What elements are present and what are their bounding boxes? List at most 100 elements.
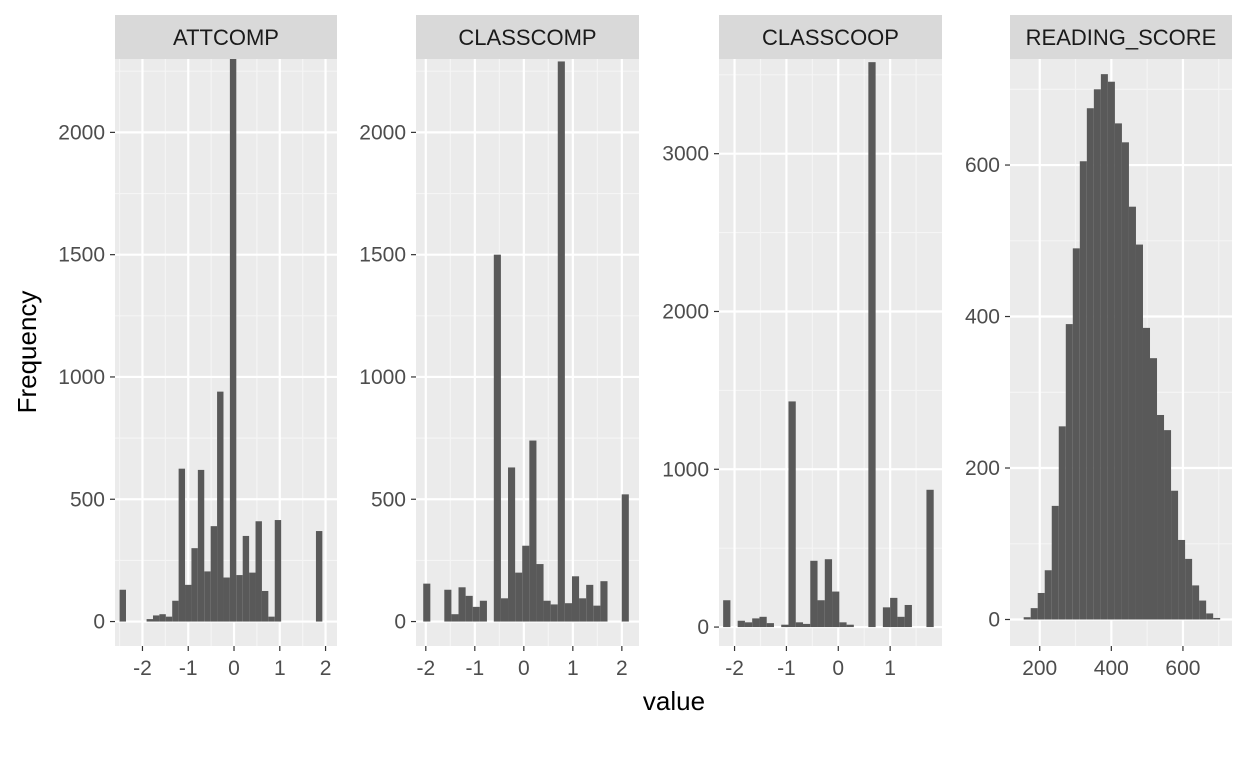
panel-classcoop-bar (839, 622, 847, 628)
panel-classcomp-x-tick-label: 1 (567, 657, 579, 680)
panel-classcomp-bar (458, 587, 466, 622)
panel-reading-score-bar (1051, 505, 1059, 620)
panel-reading-score-y-tick-label: 0 (988, 608, 1000, 631)
panel-classcoop-bar (795, 622, 804, 628)
panel-attcomp-x-tick-label: -1 (179, 657, 198, 680)
panel-classcoop-bar (744, 622, 753, 628)
panel-classcomp-bar (593, 605, 601, 622)
panel-classcomp-bar (472, 606, 480, 622)
panel-attcomp-y-tick-label: 1000 (58, 366, 105, 389)
panel-classcomp-y-tick-label: 500 (371, 488, 406, 511)
panel-classcoop-x-tick-label: 0 (832, 657, 844, 680)
panel-classcoop-plot-area (719, 59, 942, 646)
panel-classcomp-bar (579, 598, 587, 622)
panel-reading-score-bar (1100, 74, 1108, 620)
panel-attcomp-bar (185, 584, 192, 622)
panel-reading-score-x-tick-label: 400 (1094, 657, 1129, 680)
panel-attcomp-bar (159, 614, 166, 622)
panel-classcoop-x-tick-label: 1 (884, 657, 896, 680)
panel-classcomp-y-tick-label: 1500 (359, 244, 406, 267)
panel-classcoop-bar (766, 623, 774, 628)
x-axis-title: value (643, 686, 705, 716)
panel-classcoop-bar (737, 620, 745, 628)
panel-reading-score: READING_SCORE 0 200 400 600 200 400 600 (965, 15, 1232, 680)
y-axis-title: Frequency (12, 291, 42, 414)
panel-attcomp-bar (178, 468, 186, 622)
panel-classcomp-bar (423, 583, 431, 622)
panel-classcomp-bar (522, 545, 530, 622)
panel-classcomp-bar (500, 598, 509, 622)
panel-attcomp-bar (217, 391, 224, 622)
panel-attcomp-bar (172, 600, 179, 622)
panel-classcomp-bar (621, 494, 629, 622)
panel-attcomp-bar (223, 577, 230, 622)
panel-classcomp-y-tick-label: 2000 (359, 121, 406, 144)
panel-reading-score-bar (1171, 490, 1179, 620)
panel-classcomp-x-tick-label: -2 (416, 657, 435, 680)
panel-classcomp-bar (479, 600, 487, 622)
panel-classcoop-y-tick-label: 2000 (662, 300, 709, 323)
panel-attcomp-bar (229, 59, 237, 622)
panel-reading-score-x-tick-label: 200 (1022, 657, 1057, 680)
panel-reading-score-bar (1142, 327, 1151, 620)
panel-classcoop-x-tick-label: -2 (725, 657, 744, 680)
panel-attcomp-bar (204, 571, 211, 622)
panel-reading-score-bar (1128, 206, 1136, 620)
panel-attcomp-bar (210, 526, 218, 622)
panel-classcomp-bar (543, 600, 551, 622)
panel-classcoop-bar (846, 624, 854, 628)
panel-classcoop-y-tick-label: 0 (697, 616, 709, 639)
panel-classcoop-bar (926, 489, 934, 628)
panel-attcomp: ATTCOMP 0 500 1000 1500 2000 -2 -1 0 1 2 (58, 15, 337, 680)
panel-reading-score-bar (1206, 613, 1214, 620)
panel-attcomp-bar (315, 531, 323, 622)
panel-reading-score-bar (1044, 570, 1052, 620)
panel-attcomp-x-tick-label: 0 (228, 657, 240, 680)
panel-classcomp-y-tick-label: 1000 (359, 366, 406, 389)
panel-classcomp-bar (451, 614, 459, 622)
panel-reading-score-strip (1010, 15, 1232, 59)
panel-classcomp-bar (571, 576, 580, 622)
panel-reading-score-y-tick-label: 400 (965, 306, 1000, 329)
panel-reading-score-x-tick-label: 600 (1165, 657, 1200, 680)
panel-classcomp-x-tick-label: -1 (465, 657, 484, 680)
panel-attcomp-bar (165, 616, 173, 622)
panel-attcomp-bar (236, 575, 243, 622)
panel-attcomp-bar (119, 589, 126, 622)
panel-classcoop-x-tick-label: -1 (777, 657, 796, 680)
panel-attcomp-x-tick-label: 2 (320, 657, 332, 680)
panel-classcomp-strip-label: CLASSCOMP (458, 25, 596, 50)
panel-classcoop-bar (759, 616, 767, 628)
panel-classcoop-strip-label: CLASSCOOP (762, 25, 899, 50)
panel-classcoop-bar (824, 559, 833, 628)
panel-reading-score-bar (1023, 617, 1031, 620)
panel-classcomp-bar (515, 572, 523, 622)
panel-attcomp-bar (242, 535, 250, 622)
panel-classcomp-x-tick-label: 0 (518, 657, 530, 680)
panel-classcoop-bar (897, 616, 905, 628)
panel-classcoop-bar (752, 618, 760, 628)
panel-classcomp-bar (508, 467, 516, 622)
panel-reading-score-bar (1030, 608, 1038, 620)
panel-classcomp-bar (564, 603, 572, 622)
panel-classcoop-bar (781, 624, 789, 628)
panel-classcoop-bar (868, 62, 876, 628)
panel-classcomp-bar (444, 589, 452, 622)
panel-attcomp-x-tick-label: 1 (274, 657, 286, 680)
panel-attcomp-strip (115, 15, 337, 59)
panel-attcomp-bar (152, 615, 160, 622)
panel-reading-score-bar (1065, 324, 1073, 620)
panel-attcomp-bar (255, 521, 262, 622)
panel-attcomp-y-tick-label: 500 (70, 488, 105, 511)
panel-classcoop-bar (788, 401, 796, 628)
panel-classcomp-bar (465, 595, 473, 622)
panel-reading-score-bar (1157, 414, 1165, 620)
panel-reading-score-bar (1058, 426, 1066, 620)
panel-classcoop-y-tick-label: 3000 (662, 143, 709, 166)
panel-classcomp-bar (557, 61, 565, 622)
panel-reading-score-bar (1135, 244, 1143, 620)
panel-classcoop-bar (803, 623, 811, 628)
panel-reading-score-bar (1037, 592, 1045, 620)
panel-attcomp-bar (191, 548, 198, 622)
